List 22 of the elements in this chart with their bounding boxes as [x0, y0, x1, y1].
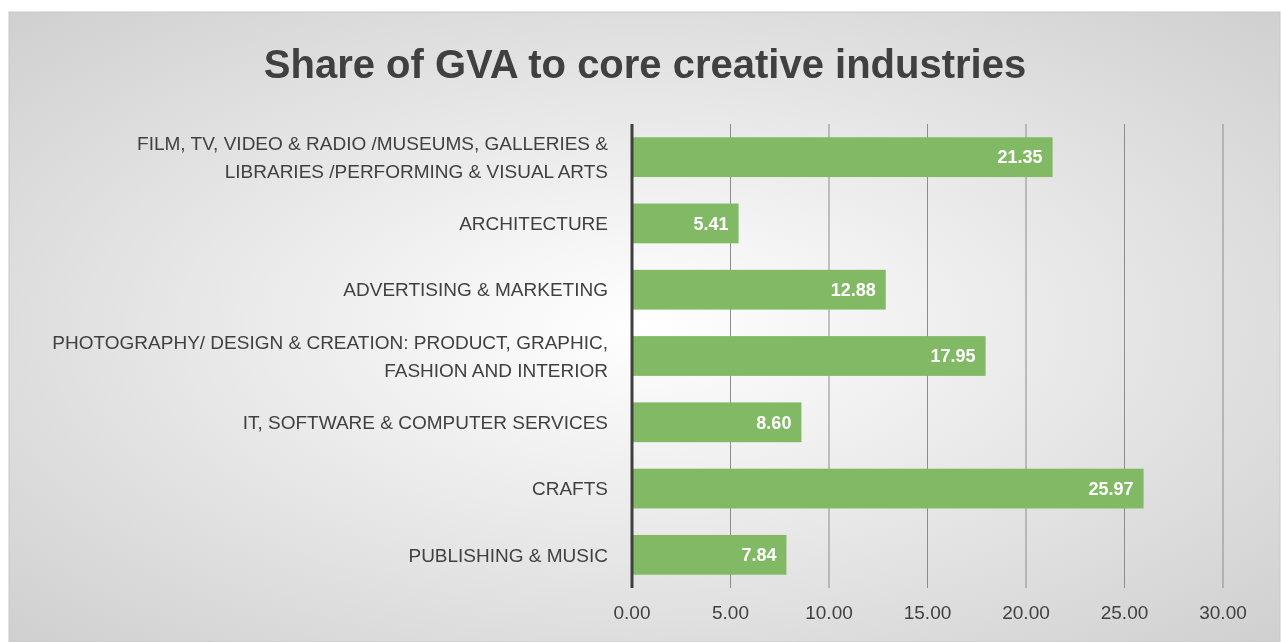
y-tick-label: FILM, TV, VIDEO & RADIO /MUSEUMS, GALLERIES & LIBRARIES /PERFORMING & VISUAL ARTS — [137, 132, 609, 182]
x-tick-label: 0.00 — [613, 602, 651, 623]
x-tick-label: 10.00 — [805, 602, 853, 623]
x-tick-label: 5.00 — [712, 602, 749, 623]
data-label: 5.41 — [693, 213, 729, 234]
y-tick-label: ARCHITECTURE — [459, 213, 608, 235]
y-tick-label: IT, SOFTWARE & COMPUTER SERVICES — [242, 411, 608, 433]
x-tick-label: 20.00 — [1002, 602, 1050, 623]
data-label: 25.97 — [1088, 478, 1134, 499]
data-label: 21.35 — [997, 147, 1043, 168]
data-label: 7.84 — [741, 545, 777, 566]
chart-title: Share of GVA to core creative industries — [263, 42, 1027, 86]
data-label: 12.88 — [830, 280, 876, 301]
y-tick-label: PUBLISHING & MUSIC — [408, 544, 608, 566]
y-tick-label: CRAFTS — [532, 478, 608, 500]
y-tick-label: PHOTOGRAPHY/ DESIGN & CREATION: PRODUCT, GRAPHIC, FASHION AND INTERIOR — [52, 331, 608, 381]
x-tick-label: 15.00 — [903, 602, 952, 623]
x-tick-label: 25.00 — [1100, 602, 1149, 623]
data-label: 17.95 — [930, 346, 976, 367]
y-tick-label: ADVERTISING & MARKETING — [343, 279, 608, 301]
x-tick-label: 30.00 — [1199, 602, 1247, 623]
data-label: 8.60 — [756, 412, 792, 433]
